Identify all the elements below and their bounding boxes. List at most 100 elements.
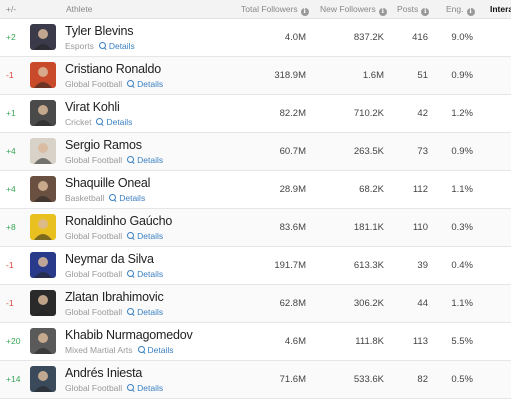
details-link[interactable]: Details bbox=[109, 193, 145, 203]
table-row[interactable]: +14 Andrés Iniesta Global Football Details 7… bbox=[0, 361, 511, 399]
athlete-avatar[interactable] bbox=[30, 328, 56, 354]
engagement-value: 1.1% bbox=[451, 298, 473, 309]
details-label: Details bbox=[108, 41, 135, 51]
search-icon bbox=[127, 80, 135, 88]
details-link[interactable]: Details bbox=[127, 383, 163, 393]
athlete-meta: Global Football Details bbox=[65, 79, 163, 89]
details-link[interactable]: Details bbox=[127, 269, 163, 279]
total-followers-value: 318.9M bbox=[274, 70, 306, 81]
athlete-avatar[interactable] bbox=[30, 290, 56, 316]
athlete-category: Global Football bbox=[65, 383, 123, 393]
athlete-avatar[interactable] bbox=[30, 252, 56, 278]
engagement-value: 1.1% bbox=[451, 184, 473, 195]
athlete-meta: Esports Details bbox=[65, 41, 135, 51]
details-link[interactable]: Details bbox=[127, 231, 163, 241]
athlete-avatar[interactable] bbox=[30, 176, 56, 202]
details-label: Details bbox=[137, 269, 164, 279]
rank-change: -1 bbox=[6, 70, 14, 80]
total-followers-value: 60.7M bbox=[279, 146, 306, 157]
header-new-followers[interactable]: New Followers i bbox=[320, 4, 387, 16]
info-icon[interactable]: i bbox=[421, 8, 430, 16]
search-icon bbox=[137, 346, 146, 354]
athlete-name[interactable]: Ronaldinho Gaúcho bbox=[65, 214, 173, 228]
athlete-avatar[interactable] bbox=[30, 214, 56, 240]
total-followers-value: 62.8M bbox=[279, 298, 306, 309]
search-icon bbox=[127, 232, 135, 240]
athlete-meta: Mixed Martial Arts Details bbox=[65, 345, 174, 355]
new-followers-value: 1.6M bbox=[362, 70, 384, 81]
table-row[interactable]: +4 Shaquille Oneal Basketball Details 28.9M 6… bbox=[0, 171, 511, 209]
new-followers-value: 710.2K bbox=[353, 108, 384, 119]
engagement-value: 0.9% bbox=[451, 146, 473, 157]
engagement-value: 9.0% bbox=[451, 32, 473, 43]
table-row[interactable]: +8 Ronaldinho Gaúcho Global Football Detail… bbox=[0, 209, 511, 247]
table-row[interactable]: -1 Neymar da Silva Global Football Details 1… bbox=[0, 247, 511, 285]
athlete-name[interactable]: Virat Kohli bbox=[65, 100, 120, 114]
header-athlete[interactable]: Athlete bbox=[66, 4, 93, 14]
athlete-avatar[interactable] bbox=[30, 138, 56, 164]
details-label: Details bbox=[137, 307, 164, 317]
search-icon bbox=[98, 42, 107, 50]
table-row[interactable]: -1 Zlatan Ibrahimovic Global Football Detai… bbox=[0, 285, 511, 323]
new-followers-value: 111.8K bbox=[355, 336, 384, 347]
athlete-name[interactable]: Sergio Ramos bbox=[65, 138, 142, 152]
total-followers-value: 82.2M bbox=[279, 108, 306, 119]
athlete-name[interactable]: Cristiano Ronaldo bbox=[65, 62, 161, 76]
athlete-name[interactable]: Tyler Blevins bbox=[65, 24, 134, 38]
table-row[interactable]: -1 Cristiano Ronaldo Global Football Detail… bbox=[0, 57, 511, 95]
header-rank-change[interactable]: +/- bbox=[6, 4, 17, 14]
header-engagement[interactable]: Eng. i bbox=[446, 4, 475, 16]
details-label: Details bbox=[137, 79, 164, 89]
athlete-name[interactable]: Shaquille Oneal bbox=[65, 176, 151, 190]
athlete-meta: Global Football Details bbox=[65, 231, 163, 241]
header-total-followers[interactable]: Total Followers i bbox=[241, 4, 309, 16]
rank-change: -1 bbox=[6, 260, 14, 270]
new-followers-value: 181.1K bbox=[353, 222, 384, 233]
total-followers-value: 191.7M bbox=[274, 260, 306, 271]
details-link[interactable]: Details bbox=[98, 41, 135, 51]
table-row[interactable]: +2 Tyler Blevins Esports Details 4.0M 837.2K 4… bbox=[0, 19, 511, 57]
athlete-avatar[interactable] bbox=[30, 366, 56, 392]
athlete-name[interactable]: Khabib Nurmagomedov bbox=[65, 328, 193, 342]
info-icon[interactable]: i bbox=[378, 8, 387, 16]
table-row[interactable]: +20 Khabib Nurmagomedov Mixed Martial Arts… bbox=[0, 323, 511, 361]
athlete-category: Mixed Martial Arts bbox=[65, 345, 133, 355]
details-link[interactable]: Details bbox=[127, 155, 163, 165]
info-icon[interactable]: i bbox=[300, 8, 309, 16]
athlete-category: Global Football bbox=[65, 155, 123, 165]
details-link[interactable]: Details bbox=[137, 345, 174, 355]
posts-value: 44 bbox=[417, 298, 428, 309]
table-row[interactable]: +1 Virat Kohli Cricket Details 82.2M 710.2K 42… bbox=[0, 95, 511, 133]
engagement-value: 1.2% bbox=[451, 108, 473, 119]
rank-change: +14 bbox=[6, 374, 21, 384]
athlete-meta: Global Football Details bbox=[65, 155, 163, 165]
athlete-name[interactable]: Zlatan Ibrahimovic bbox=[65, 290, 164, 304]
search-icon bbox=[127, 384, 135, 392]
details-link[interactable]: Details bbox=[127, 307, 163, 317]
athlete-avatar[interactable] bbox=[30, 24, 56, 50]
athlete-meta: Global Football Details bbox=[65, 307, 163, 317]
athlete-name[interactable]: Neymar da Silva bbox=[65, 252, 154, 266]
search-icon bbox=[109, 194, 117, 202]
athlete-category: Global Football bbox=[65, 307, 123, 317]
details-link[interactable]: Details bbox=[127, 79, 163, 89]
rank-change: +4 bbox=[6, 146, 16, 156]
details-link[interactable]: Details bbox=[96, 117, 132, 127]
header-interactions[interactable]: Intera bbox=[490, 4, 511, 14]
header-posts[interactable]: Posts i bbox=[397, 4, 430, 16]
athlete-category: Global Football bbox=[65, 231, 123, 241]
athlete-name[interactable]: Andrés Iniesta bbox=[65, 366, 143, 380]
athlete-avatar[interactable] bbox=[30, 100, 56, 126]
rank-change: +20 bbox=[6, 336, 21, 346]
posts-value: 110 bbox=[412, 222, 428, 233]
search-icon bbox=[127, 156, 135, 164]
posts-value: 416 bbox=[412, 32, 428, 43]
rank-change: +2 bbox=[6, 32, 16, 42]
info-icon[interactable]: i bbox=[466, 8, 475, 16]
total-followers-value: 4.0M bbox=[284, 32, 306, 43]
details-label: Details bbox=[137, 383, 164, 393]
rank-change: -1 bbox=[6, 298, 14, 308]
athlete-avatar[interactable] bbox=[30, 62, 56, 88]
new-followers-value: 68.2K bbox=[359, 184, 384, 195]
table-row[interactable]: +4 Sergio Ramos Global Football Details 60.7… bbox=[0, 133, 511, 171]
